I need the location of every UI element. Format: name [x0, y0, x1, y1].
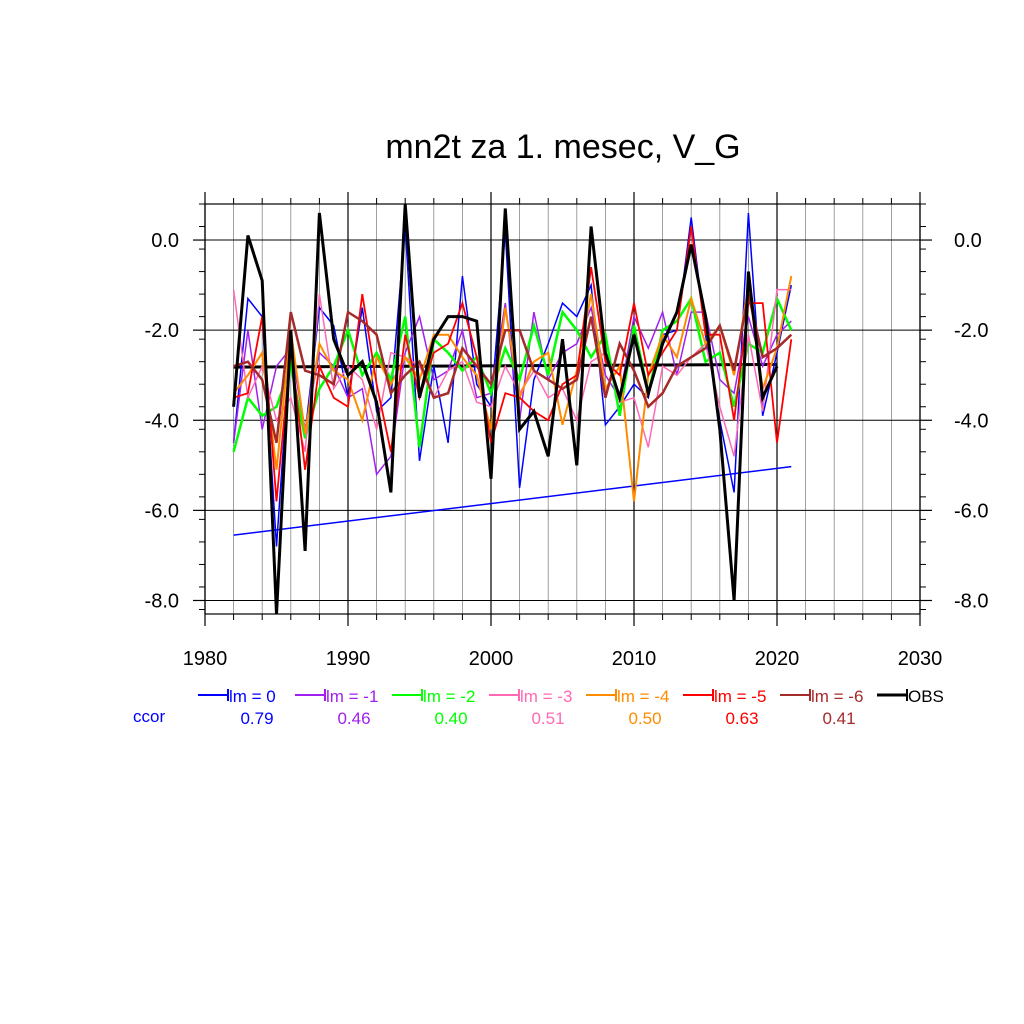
legend-label: lm = -3 [520, 687, 572, 706]
plot-series [232, 203, 793, 615]
y-tick-label-right: -6.0 [954, 500, 988, 522]
ccor-value: 0.41 [822, 709, 855, 728]
y-tick-label-left: 0.0 [151, 230, 179, 252]
plot-frame [204, 203, 921, 615]
y-tick-label-right: -4.0 [954, 410, 988, 432]
y-tick-label-left: -2.0 [145, 320, 179, 342]
ccor-value: 0.51 [531, 709, 564, 728]
legend-label: lm = 0 [229, 687, 276, 706]
lm-0-trend-line [233, 465, 792, 536]
y-tick-label-right: -8.0 [954, 590, 988, 612]
series-obs [232, 203, 779, 615]
reference-lines [233, 362, 792, 536]
x-tick-label: 2020 [755, 648, 800, 670]
x-tick-label: 2000 [469, 648, 514, 670]
grid [204, 204, 921, 614]
chart-title: mn2t za 1. mesec, V_G [385, 128, 740, 166]
legend-label: lm = -5 [714, 687, 766, 706]
ccor-label: ccor [133, 707, 165, 726]
series-lm-3 [232, 288, 792, 457]
ccor-value: 0.79 [240, 709, 273, 728]
series-line [232, 288, 792, 457]
ccor-value: 0.46 [337, 709, 370, 728]
series-lm-2 [232, 294, 793, 453]
x-tick-label: 1980 [183, 648, 228, 670]
series-line [232, 275, 793, 502]
y-tick-label-right: 0.0 [954, 230, 982, 252]
axes: 1980 1990 2000 2010 2020 2030 0.0 0.0 -2.0 -2.0 -4… [145, 192, 988, 670]
ccor-value: 0.40 [434, 709, 467, 728]
legend-label: lm = -1 [326, 687, 378, 706]
y-tick-label-left: -4.0 [145, 410, 179, 432]
legend-label: lm = -2 [423, 687, 475, 706]
x-tick-label: 1990 [326, 648, 371, 670]
y-tick-label-left: -8.0 [145, 590, 179, 612]
x-tick-label: 2030 [898, 648, 943, 670]
series-line [232, 294, 793, 453]
ccor-value: 0.50 [628, 709, 661, 728]
y-tick-label-left: -6.0 [145, 500, 179, 522]
series-lm-4 [232, 275, 793, 502]
legend-label: OBS [908, 687, 944, 706]
legend-label: lm = -4 [617, 687, 669, 706]
legend-label: lm = -6 [811, 687, 863, 706]
legend: lm = 0 0.79 lm = -1 0.46 lm = -2 0.40 lm = -3 0… [133, 687, 944, 728]
x-tick-label: 2010 [612, 648, 657, 670]
y-tick-label-right: -2.0 [954, 320, 988, 342]
series-line [232, 203, 779, 615]
ccor-value: 0.63 [725, 709, 758, 728]
